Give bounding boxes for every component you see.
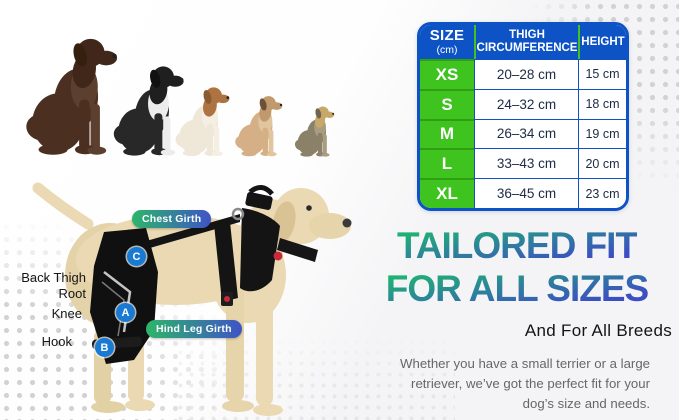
headline: TAILORED FIT FOR ALL SIZES [358, 224, 676, 310]
headline-line2: FOR ALL SIZES [385, 268, 649, 309]
table-row-height: 19 cm [578, 118, 626, 149]
size-chart-table: SIZE (cm) THIGH CIRCUMFERENCE HEIGHT XS … [417, 22, 629, 211]
table-row-thigh: 33–43 cm [474, 148, 578, 179]
marker-a: A [116, 303, 135, 322]
marker-c: C [127, 247, 146, 266]
table-row-size: M [420, 118, 474, 149]
hook-label: Hook [41, 334, 72, 349]
table-row-thigh: 26–34 cm [474, 118, 578, 149]
headline-line1: TAILORED FIT [396, 225, 638, 266]
body-copy: Whether you have a small terrier or a la… [400, 356, 650, 411]
back-thigh-root-label: Back Thigh Root [21, 270, 86, 302]
table-row-size: S [420, 88, 474, 119]
small-dog-silhouette [234, 93, 288, 158]
table-row-height: 18 cm [578, 88, 626, 119]
dog-size-lineup [0, 0, 400, 162]
medium-dog-silhouette [174, 84, 236, 158]
marker-b: B [95, 338, 114, 357]
table-row-size: XS [420, 59, 474, 89]
height-column-header: HEIGHT [578, 25, 626, 59]
subtitle: And For All Breeds [524, 321, 672, 340]
table-row-size: XL [420, 178, 474, 208]
knee-label: Knee [51, 306, 82, 321]
brace-diagram: Chest Girth Hind Leg Girth C A B Back Th… [0, 170, 400, 420]
extra-small-dog-silhouette [294, 104, 339, 158]
hind-leg-girth-callout: Hind Leg Girth [146, 320, 242, 338]
table-row-size: L [420, 148, 474, 179]
table-row-height: 20 cm [578, 148, 626, 179]
size-column-header: SIZE (cm) [420, 25, 474, 59]
table-row-thigh: 20–28 cm [474, 59, 578, 89]
table-row-height: 23 cm [578, 178, 626, 208]
table-row-thigh: 36–45 cm [474, 178, 578, 208]
marketing-copy-block: TAILORED FIT FOR ALL SIZES And For All B… [358, 224, 676, 413]
table-row-thigh: 24–32 cm [474, 88, 578, 119]
table-row-height: 15 cm [578, 59, 626, 89]
thigh-column-header: THIGH CIRCUMFERENCE [474, 25, 578, 59]
chest-girth-callout: Chest Girth [132, 210, 212, 228]
